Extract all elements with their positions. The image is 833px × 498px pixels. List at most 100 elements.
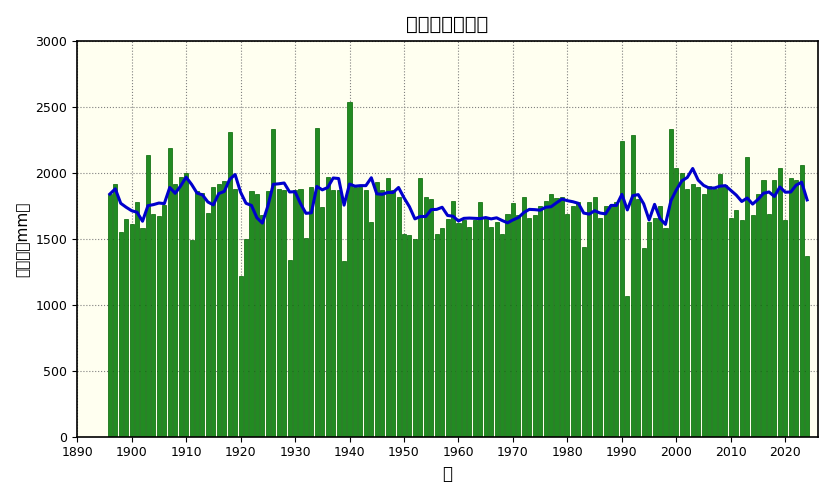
Bar — [272, 129, 275, 437]
Bar — [566, 214, 570, 437]
Bar — [195, 191, 199, 437]
Bar — [729, 218, 733, 437]
Bar — [500, 234, 504, 437]
Bar — [718, 174, 722, 437]
Bar — [636, 199, 641, 437]
Bar — [620, 141, 624, 437]
Bar — [527, 218, 531, 437]
Bar — [778, 168, 782, 437]
Bar — [261, 215, 264, 437]
Bar — [206, 213, 210, 437]
Bar — [581, 247, 586, 437]
Bar — [315, 128, 319, 437]
Bar — [413, 239, 417, 437]
Bar — [516, 215, 521, 437]
Bar — [337, 190, 341, 437]
Bar — [130, 225, 133, 437]
Bar — [326, 177, 330, 437]
Bar — [691, 184, 695, 437]
Bar — [118, 233, 122, 437]
Bar — [756, 194, 761, 437]
Bar — [178, 177, 182, 437]
X-axis label: 年: 年 — [442, 465, 452, 483]
Bar — [397, 197, 401, 437]
Bar — [723, 185, 727, 437]
Bar — [184, 173, 188, 437]
Bar — [227, 132, 232, 437]
Bar — [167, 148, 172, 437]
Bar — [675, 168, 678, 437]
Bar — [746, 157, 749, 437]
Bar — [680, 173, 684, 437]
Bar — [332, 190, 335, 437]
Bar — [342, 261, 347, 437]
Bar — [707, 186, 711, 437]
Bar — [157, 217, 161, 437]
Bar — [446, 219, 450, 437]
Bar — [238, 276, 242, 437]
Bar — [549, 194, 553, 437]
Bar — [555, 198, 559, 437]
Bar — [162, 205, 167, 437]
Bar — [587, 202, 591, 437]
Bar — [506, 214, 510, 437]
Bar — [375, 182, 379, 437]
Bar — [772, 180, 776, 437]
Bar — [734, 210, 738, 437]
Bar — [369, 222, 373, 437]
Bar — [658, 206, 662, 437]
Bar — [152, 214, 156, 437]
Bar — [663, 229, 667, 437]
Bar — [107, 194, 112, 437]
Bar — [402, 234, 406, 437]
Bar — [173, 184, 177, 437]
Bar — [794, 180, 798, 437]
Bar — [631, 135, 635, 437]
Bar — [249, 191, 253, 437]
Bar — [233, 189, 237, 437]
Bar — [217, 184, 221, 437]
Bar — [701, 194, 706, 437]
Bar — [212, 187, 216, 437]
Bar — [386, 178, 390, 437]
Bar — [712, 189, 716, 437]
Bar — [603, 206, 607, 437]
Bar — [298, 189, 302, 437]
Bar — [521, 197, 526, 437]
Bar — [141, 229, 145, 437]
Bar — [696, 187, 701, 437]
Bar — [511, 203, 515, 437]
Bar — [282, 190, 287, 437]
Bar — [467, 227, 471, 437]
Bar — [560, 197, 564, 437]
Bar — [598, 218, 602, 437]
Bar — [429, 199, 433, 437]
Bar — [222, 181, 227, 437]
Bar — [135, 202, 139, 437]
Bar — [380, 190, 384, 437]
Bar — [435, 234, 439, 437]
Bar — [800, 165, 804, 437]
Bar — [266, 191, 270, 437]
Bar — [669, 129, 673, 437]
Bar — [544, 201, 547, 437]
Bar — [576, 202, 581, 437]
Bar — [418, 178, 422, 437]
Bar — [353, 187, 357, 437]
Bar — [424, 197, 428, 437]
Bar — [124, 219, 128, 437]
Bar — [456, 223, 461, 437]
Bar — [113, 184, 117, 437]
Bar — [484, 218, 488, 437]
Bar — [592, 197, 596, 437]
Bar — [609, 205, 613, 437]
Bar — [293, 190, 297, 437]
Bar — [309, 187, 313, 437]
Bar — [686, 189, 689, 437]
Bar — [641, 248, 646, 437]
Bar — [489, 227, 493, 437]
Bar — [805, 256, 809, 437]
Bar — [647, 222, 651, 437]
Bar — [626, 296, 630, 437]
Bar — [440, 229, 444, 437]
